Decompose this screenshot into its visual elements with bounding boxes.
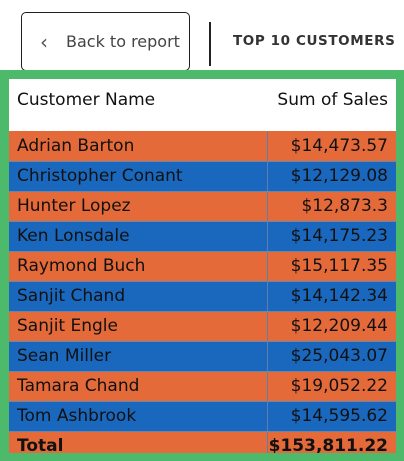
table-spacer [9, 121, 396, 131]
table-row[interactable]: Adrian Barton $14,473.57 [9, 131, 396, 162]
total-row: Total $153,811.22 [9, 430, 396, 453]
customers-table: Customer Name Sum of Sales Adrian Barton… [9, 79, 396, 453]
customer-name-cell: Hunter Lopez [9, 191, 267, 222]
table-row[interactable]: Sean Miller $25,043.07 [9, 341, 396, 372]
sum-of-sales-cell: $12,209.44 [266, 311, 396, 342]
customer-name-cell: Christopher Conant [9, 161, 267, 192]
table-row[interactable]: Christopher Conant $12,129.08 [9, 161, 396, 192]
customer-name-cell: Sean Miller [9, 341, 267, 372]
sum-of-sales-cell: $14,142.34 [266, 281, 396, 312]
table-row[interactable]: Hunter Lopez $12,873.3 [9, 191, 396, 222]
sum-of-sales-cell: $19,052.22 [266, 371, 396, 402]
total-label: Total [9, 430, 267, 453]
sum-of-sales-cell: $12,129.08 [266, 161, 396, 192]
page-title: TOP 10 CUSTOMERS [233, 33, 396, 49]
sum-of-sales-cell: $14,473.57 [266, 131, 396, 162]
table-row[interactable]: Ken Lonsdale $14,175.23 [9, 221, 396, 252]
chevron-left-icon: ‹ [40, 29, 48, 54]
customer-name-cell: Raymond Buch [9, 251, 267, 282]
header-divider [209, 22, 211, 66]
customer-name-cell: Sanjit Engle [9, 311, 267, 342]
sum-of-sales-cell: $14,595.62 [266, 401, 396, 432]
customer-name-cell: Ken Lonsdale [9, 221, 267, 252]
table-row[interactable]: Sanjit Engle $12,209.44 [9, 311, 396, 342]
total-value: $153,811.22 [266, 430, 396, 453]
table-visual[interactable]: Customer Name Sum of Sales Adrian Barton… [0, 70, 404, 461]
sum-of-sales-cell: $12,873.3 [266, 191, 396, 222]
table-row[interactable]: Tamara Chand $19,052.22 [9, 371, 396, 402]
sum-of-sales-cell: $14,175.23 [266, 221, 396, 252]
sum-of-sales-cell: $25,043.07 [266, 341, 396, 372]
sum-of-sales-cell: $15,117.35 [266, 251, 396, 282]
customer-name-cell: Tom Ashbrook [9, 401, 267, 432]
back-button-label: Back to report [66, 32, 180, 51]
table-row[interactable]: Tom Ashbrook $14,595.62 [9, 401, 396, 432]
table-container: Customer Name Sum of Sales Adrian Barton… [9, 79, 396, 453]
column-header-customer-name[interactable]: Customer Name [9, 79, 267, 121]
table-row[interactable]: Raymond Buch $15,117.35 [9, 251, 396, 282]
column-header-sum-of-sales[interactable]: Sum of Sales [267, 79, 396, 121]
page-header: ‹ Back to report TOP 10 CUSTOMERS [0, 0, 404, 72]
back-to-report-button[interactable]: ‹ Back to report [21, 12, 190, 71]
table-row[interactable]: Sanjit Chand $14,142.34 [9, 281, 396, 312]
customer-name-cell: Tamara Chand [9, 371, 267, 402]
customer-name-cell: Sanjit Chand [9, 281, 267, 312]
customer-name-cell: Adrian Barton [9, 131, 267, 162]
table-header-row: Customer Name Sum of Sales [9, 79, 396, 121]
